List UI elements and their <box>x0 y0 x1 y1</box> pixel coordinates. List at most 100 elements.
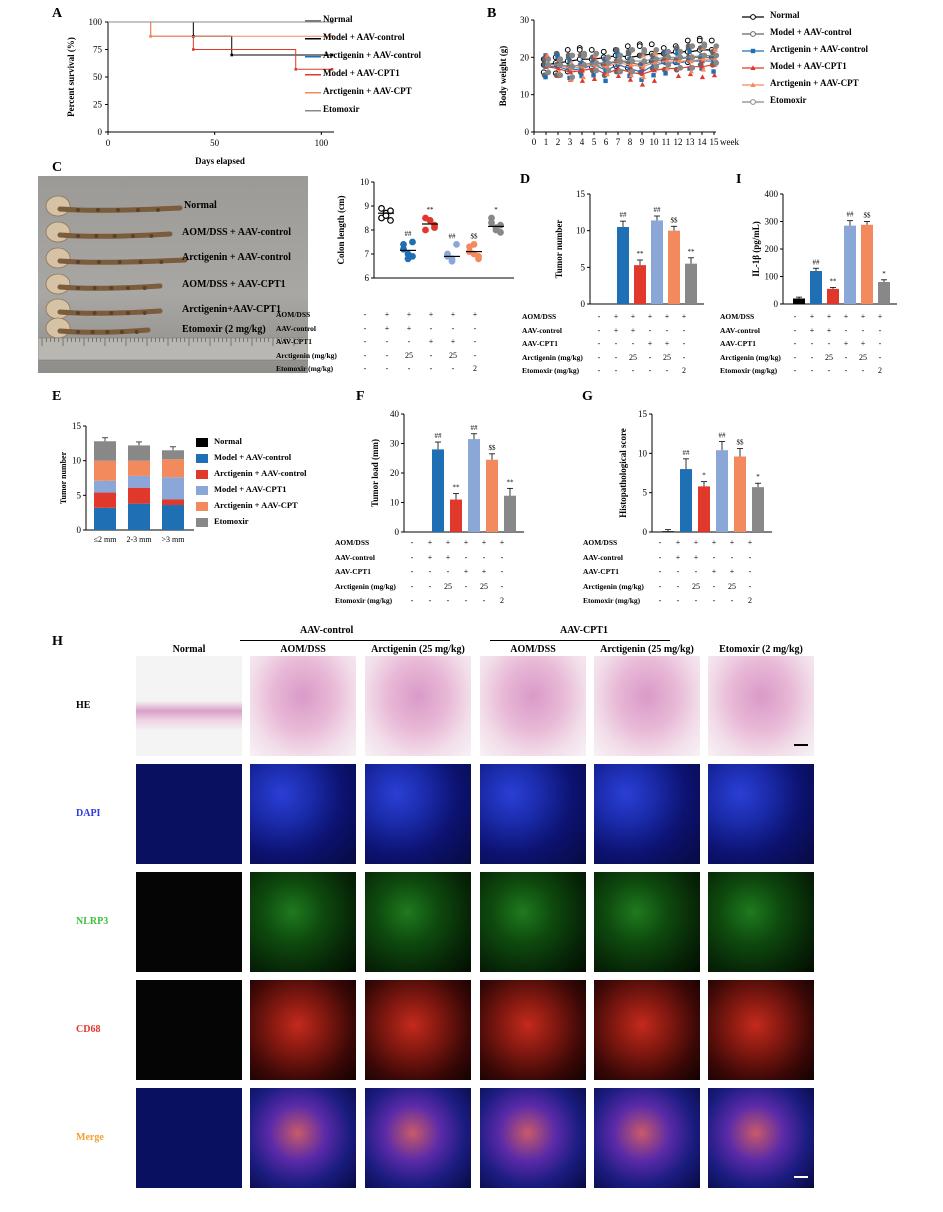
group-underline <box>490 640 670 641</box>
tumor-load-condition-value: - <box>410 552 414 562</box>
weight-point <box>568 60 574 65</box>
colon-condition-value: - <box>363 350 367 360</box>
survival-legend-swatch <box>305 110 321 112</box>
weight-x-label: week <box>720 137 739 147</box>
il1b-condition-value: + <box>843 339 849 348</box>
panel-letter-i: I <box>736 172 742 187</box>
colon-condition-value: + <box>406 310 412 319</box>
tumor-size-bar-segment <box>128 460 150 476</box>
il1b-condition-value: 25 <box>859 352 867 362</box>
survival-legend-label: Model + AAV-CPT1 <box>323 68 400 78</box>
survival-series-line <box>108 21 332 56</box>
colon-condition-value: 25 <box>449 350 457 360</box>
weight-point <box>545 69 552 76</box>
tumor-load-y-tick-label: 0 <box>395 527 400 537</box>
il1b-condition-value: - <box>861 325 865 335</box>
weight-point <box>665 61 672 68</box>
tumor-load-bar <box>486 459 498 532</box>
histo-condition-value: - <box>676 567 680 576</box>
tumor-number-significance: $$ <box>671 216 679 224</box>
il1b-bar <box>844 225 856 304</box>
weight-x-tick-label: 14 <box>698 137 708 147</box>
survival-censor-mark <box>330 20 334 24</box>
histo-condition-value: - <box>658 581 662 591</box>
colon-segment <box>57 231 173 239</box>
tumor-size-bar-segment <box>162 459 184 478</box>
weight-point <box>576 46 583 53</box>
weight-point <box>652 50 658 56</box>
histo-condition-value: 2 <box>748 596 752 605</box>
tumor-number-condition-value: - <box>682 325 686 335</box>
weight-point <box>615 73 622 78</box>
colon-point <box>378 205 385 212</box>
weight-legend-swatch-marker <box>750 82 756 87</box>
histo-bar <box>698 486 710 532</box>
il1b-condition-value: + <box>809 312 815 321</box>
histo-condition-value: - <box>748 552 752 562</box>
tumor-load-bar <box>468 439 480 532</box>
il1b-bar <box>827 288 839 304</box>
survival-legend-label: Normal <box>323 14 353 24</box>
colon-significance: ## <box>449 232 457 240</box>
histo-condition-value: + <box>711 538 717 547</box>
tumor-size-legend-swatch-rect <box>196 502 208 511</box>
colon-condition-value: + <box>472 310 478 319</box>
histo-significance: $$ <box>737 439 745 447</box>
il1b-condition-value: - <box>810 366 814 375</box>
il1b-condition-value: - <box>793 339 797 348</box>
weight-point <box>617 68 624 75</box>
survival-x-tick-label: 0 <box>106 138 111 148</box>
colon-condition-value: - <box>473 350 477 360</box>
micrograph <box>136 656 242 756</box>
weight-point <box>651 78 658 83</box>
weight-x-tick-label: 0 <box>532 137 537 147</box>
micrograph <box>136 1088 242 1188</box>
colon-feces <box>76 330 80 334</box>
colon-condition-value: + <box>384 310 390 319</box>
histo-significance: ## <box>683 449 691 457</box>
weight-point <box>567 69 574 75</box>
colon-length-conditions: AOM/DSS - + + + + + AAV-control - + + - - - AAV-CPT1 - -… <box>276 310 513 382</box>
tumor-number-bar <box>617 227 629 304</box>
colon-significance: ** <box>427 206 435 214</box>
colon-condition-value: - <box>451 323 455 333</box>
weight-point <box>713 43 720 50</box>
survival-censor-mark <box>149 35 152 38</box>
survival-legend-swatch-rect <box>305 74 321 76</box>
weight-legend-swatch-marker <box>750 99 756 105</box>
column-label: AOM/DSS <box>510 644 556 655</box>
il1b-y-tick-label: 200 <box>765 244 779 254</box>
tumor-size-legend-swatch <box>196 518 208 527</box>
weight-point <box>629 46 636 53</box>
colon-photo-label: AOM/DSS + AAV-control <box>182 227 292 238</box>
tumor-number-condition-value: - <box>631 366 635 375</box>
il1b-condition-value: - <box>878 339 882 348</box>
tumor-number-condition-value: + <box>613 325 619 335</box>
survival-legend-item: Model + AAV-control <box>305 32 485 46</box>
histo-condition-label: Etomoxir (mg/kg) <box>583 596 641 605</box>
tumor-load-significance: ## <box>435 432 443 440</box>
weight-legend-label: Model + AAV-control <box>770 27 852 37</box>
weight-x-tick-label: 12 <box>674 137 683 147</box>
colon-condition-value: - <box>451 364 455 373</box>
histo-condition-value: + <box>675 552 681 562</box>
weight-point <box>593 60 600 66</box>
survival-chart: 0 25 50 75 100 0 50 100 Days elapsed Percent surv… <box>66 17 334 166</box>
micrograph <box>365 980 471 1080</box>
survival-censor-mark <box>192 48 195 51</box>
weight-point <box>569 74 576 81</box>
colon-condition-value: + <box>384 323 390 333</box>
weight-point <box>689 54 696 61</box>
tumor-size-chart: 0 5 10 15 Tumor number ≤2 mm 2-3 mm >3 mm <box>59 421 194 544</box>
tumor-size-x-tick-label: ≤2 mm <box>94 535 118 544</box>
survival-legend-swatch-rect <box>305 38 321 40</box>
colon-feces <box>76 234 80 238</box>
tumor-size-y-tick-label: 10 <box>72 456 82 466</box>
weight-point <box>651 67 658 73</box>
micrograph <box>708 980 814 1080</box>
weight-point <box>639 81 646 87</box>
weight-x-tick-label: 2 <box>556 137 561 147</box>
scale-bar <box>794 744 808 746</box>
tumor-number-y-label: Tumor number <box>554 220 564 279</box>
tumor-load-condition-value: - <box>410 567 414 576</box>
